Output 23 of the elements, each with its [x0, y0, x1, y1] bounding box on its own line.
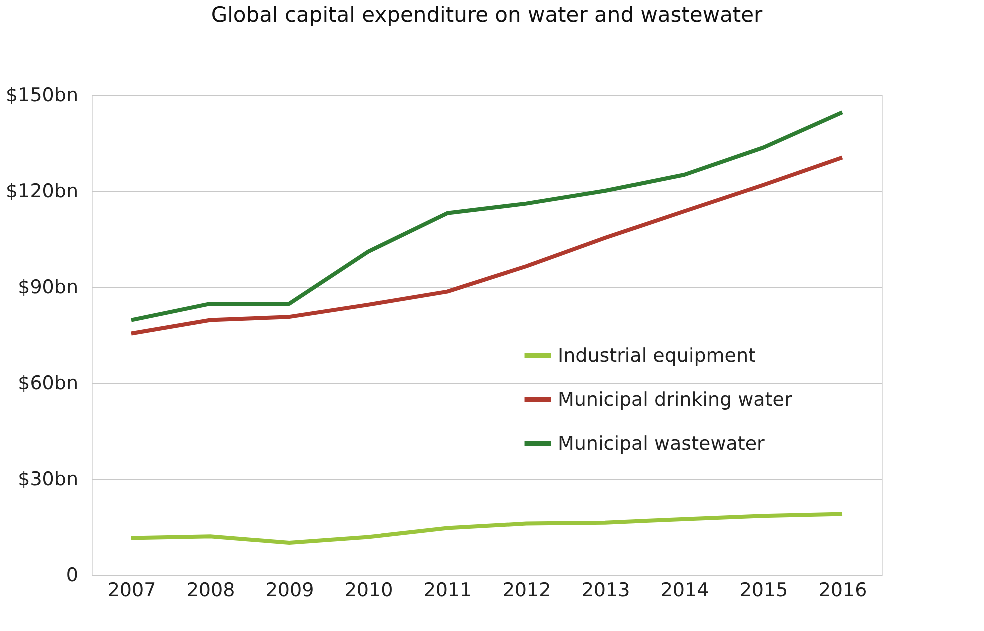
- x-tick-label: 2016: [818, 580, 868, 602]
- y-tick-label: $120bn: [6, 180, 78, 202]
- chart-title: Global capital expenditure on water and wastewater: [211, 3, 764, 27]
- y-tick-label: $150bn: [6, 84, 78, 106]
- x-tick-label: 2008: [186, 580, 236, 602]
- y-tick-label: $60bn: [18, 372, 78, 394]
- line-series: [130, 156, 844, 336]
- x-tick-label: 2013: [582, 580, 630, 602]
- y-tick-label: $90bn: [18, 276, 78, 298]
- x-tick-label: 2009: [266, 580, 314, 602]
- x-tick-label: 2011: [424, 580, 472, 602]
- x-tick-label: 2010: [344, 580, 394, 602]
- x-tick-label: 2012: [502, 580, 552, 602]
- y-tick-label: 0: [66, 564, 78, 586]
- y-tick-label: $30bn: [18, 468, 78, 490]
- legend-label: Industrial equipment: [558, 345, 756, 367]
- x-tick-label: 2014: [660, 580, 710, 602]
- x-tick-label: 2015: [740, 580, 788, 602]
- x-tick-label: 2007: [108, 580, 156, 602]
- legend-label: Municipal drinking water: [558, 389, 792, 411]
- line-series: [130, 110, 844, 322]
- legend-label: Municipal wastewater: [558, 433, 766, 455]
- line-series: [130, 512, 844, 545]
